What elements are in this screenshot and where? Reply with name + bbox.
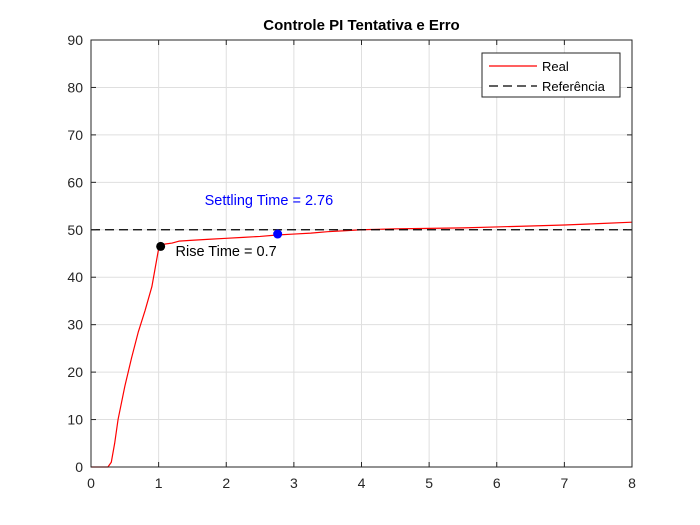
y-tick-label: 30 — [67, 317, 83, 333]
x-tick-label: 8 — [628, 475, 636, 491]
plot-series — [91, 221, 633, 468]
legend: Real Referência — [481, 52, 621, 98]
y-tick-label: 90 — [67, 32, 83, 48]
y-tick-label: 80 — [67, 79, 83, 95]
markers — [156, 229, 283, 251]
annotations: Rise Time = 0.7 Settling Time = 2.76 — [176, 193, 334, 260]
x-tick-label: 2 — [222, 475, 230, 491]
x-tick-label: 4 — [358, 475, 366, 491]
x-tick-label: 1 — [155, 475, 163, 491]
y-tick-label: 0 — [75, 459, 83, 475]
legend-label: Real — [542, 59, 569, 74]
y-tick-label: 70 — [67, 127, 83, 143]
y-tick-label: 50 — [67, 222, 83, 238]
chart-title: Controle PI Tentativa e Erro — [263, 17, 459, 34]
x-tick-label: 5 — [425, 475, 433, 491]
real-line — [91, 221, 633, 468]
settling-point-marker — [273, 229, 283, 239]
rise-point-marker — [156, 241, 166, 251]
annotation-text: Rise Time = 0.7 — [176, 244, 277, 260]
legend-label: Referência — [542, 79, 606, 94]
x-tick-label: 0 — [87, 475, 95, 491]
x-tick-label: 6 — [493, 475, 501, 491]
x-tick-label: 7 — [560, 475, 568, 491]
y-tick-label: 40 — [67, 269, 83, 285]
annotation-text: Settling Time = 2.76 — [205, 193, 334, 209]
x-tick-label: 3 — [290, 475, 298, 491]
legend-box — [481, 52, 621, 98]
y-tick-label: 20 — [67, 364, 83, 380]
y-tick-label: 60 — [67, 174, 83, 190]
y-tick-label: 10 — [67, 412, 83, 428]
